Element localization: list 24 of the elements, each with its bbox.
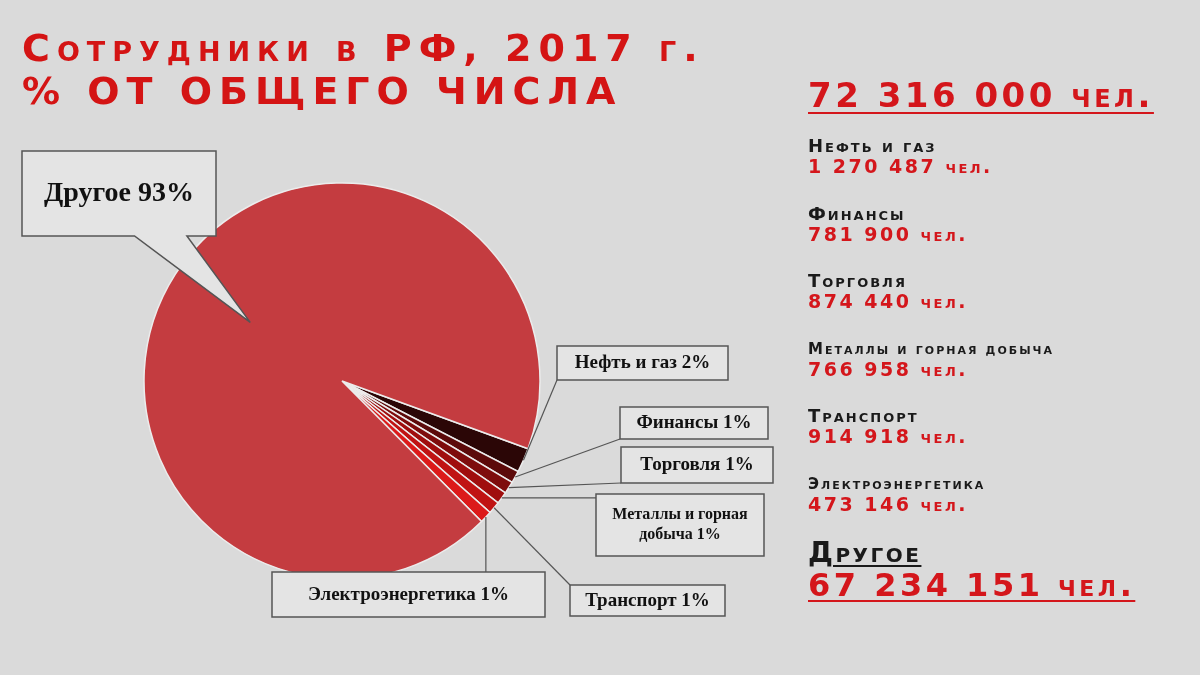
slice-label: Торговля 1% [640, 453, 754, 475]
text: Нефть и газ [808, 135, 938, 156]
text: 67 234 151 чел. [808, 566, 1137, 604]
text: 766 958 чел. [808, 357, 969, 380]
text: 473 146 чел. [808, 492, 969, 515]
text: Торговля [808, 270, 908, 291]
slice-label: Нефть и газ 2% [574, 351, 711, 373]
text: Финансы [808, 202, 907, 224]
text: 72 316 000 чел. [808, 75, 1155, 115]
text: 914 918 чел. [808, 425, 969, 447]
text: Электроэнергетика [808, 473, 987, 494]
slice-label: Другое 93% [44, 176, 194, 208]
chart-title: Сотрудники в РФ, 2017 г. [22, 26, 705, 70]
text: Металлы и горная добыча [808, 338, 1055, 359]
slice-label: Металлы и горная добыча 1% [612, 505, 749, 543]
text: Другое [808, 536, 923, 569]
slice-label: Электроэнергетика 1% [307, 582, 510, 604]
slice-label: Финансы 1% [636, 411, 752, 433]
text: 874 440 чел. [808, 290, 969, 312]
slice-label: Транспорт 1% [585, 588, 710, 610]
text: 1 270 487 чел. [808, 155, 994, 177]
text: 781 900 чел. [808, 222, 969, 245]
chart-subtitle: % ОТ ОБЩЕГО ЧИСЛА [22, 69, 624, 113]
text: Транспорт [808, 405, 920, 426]
